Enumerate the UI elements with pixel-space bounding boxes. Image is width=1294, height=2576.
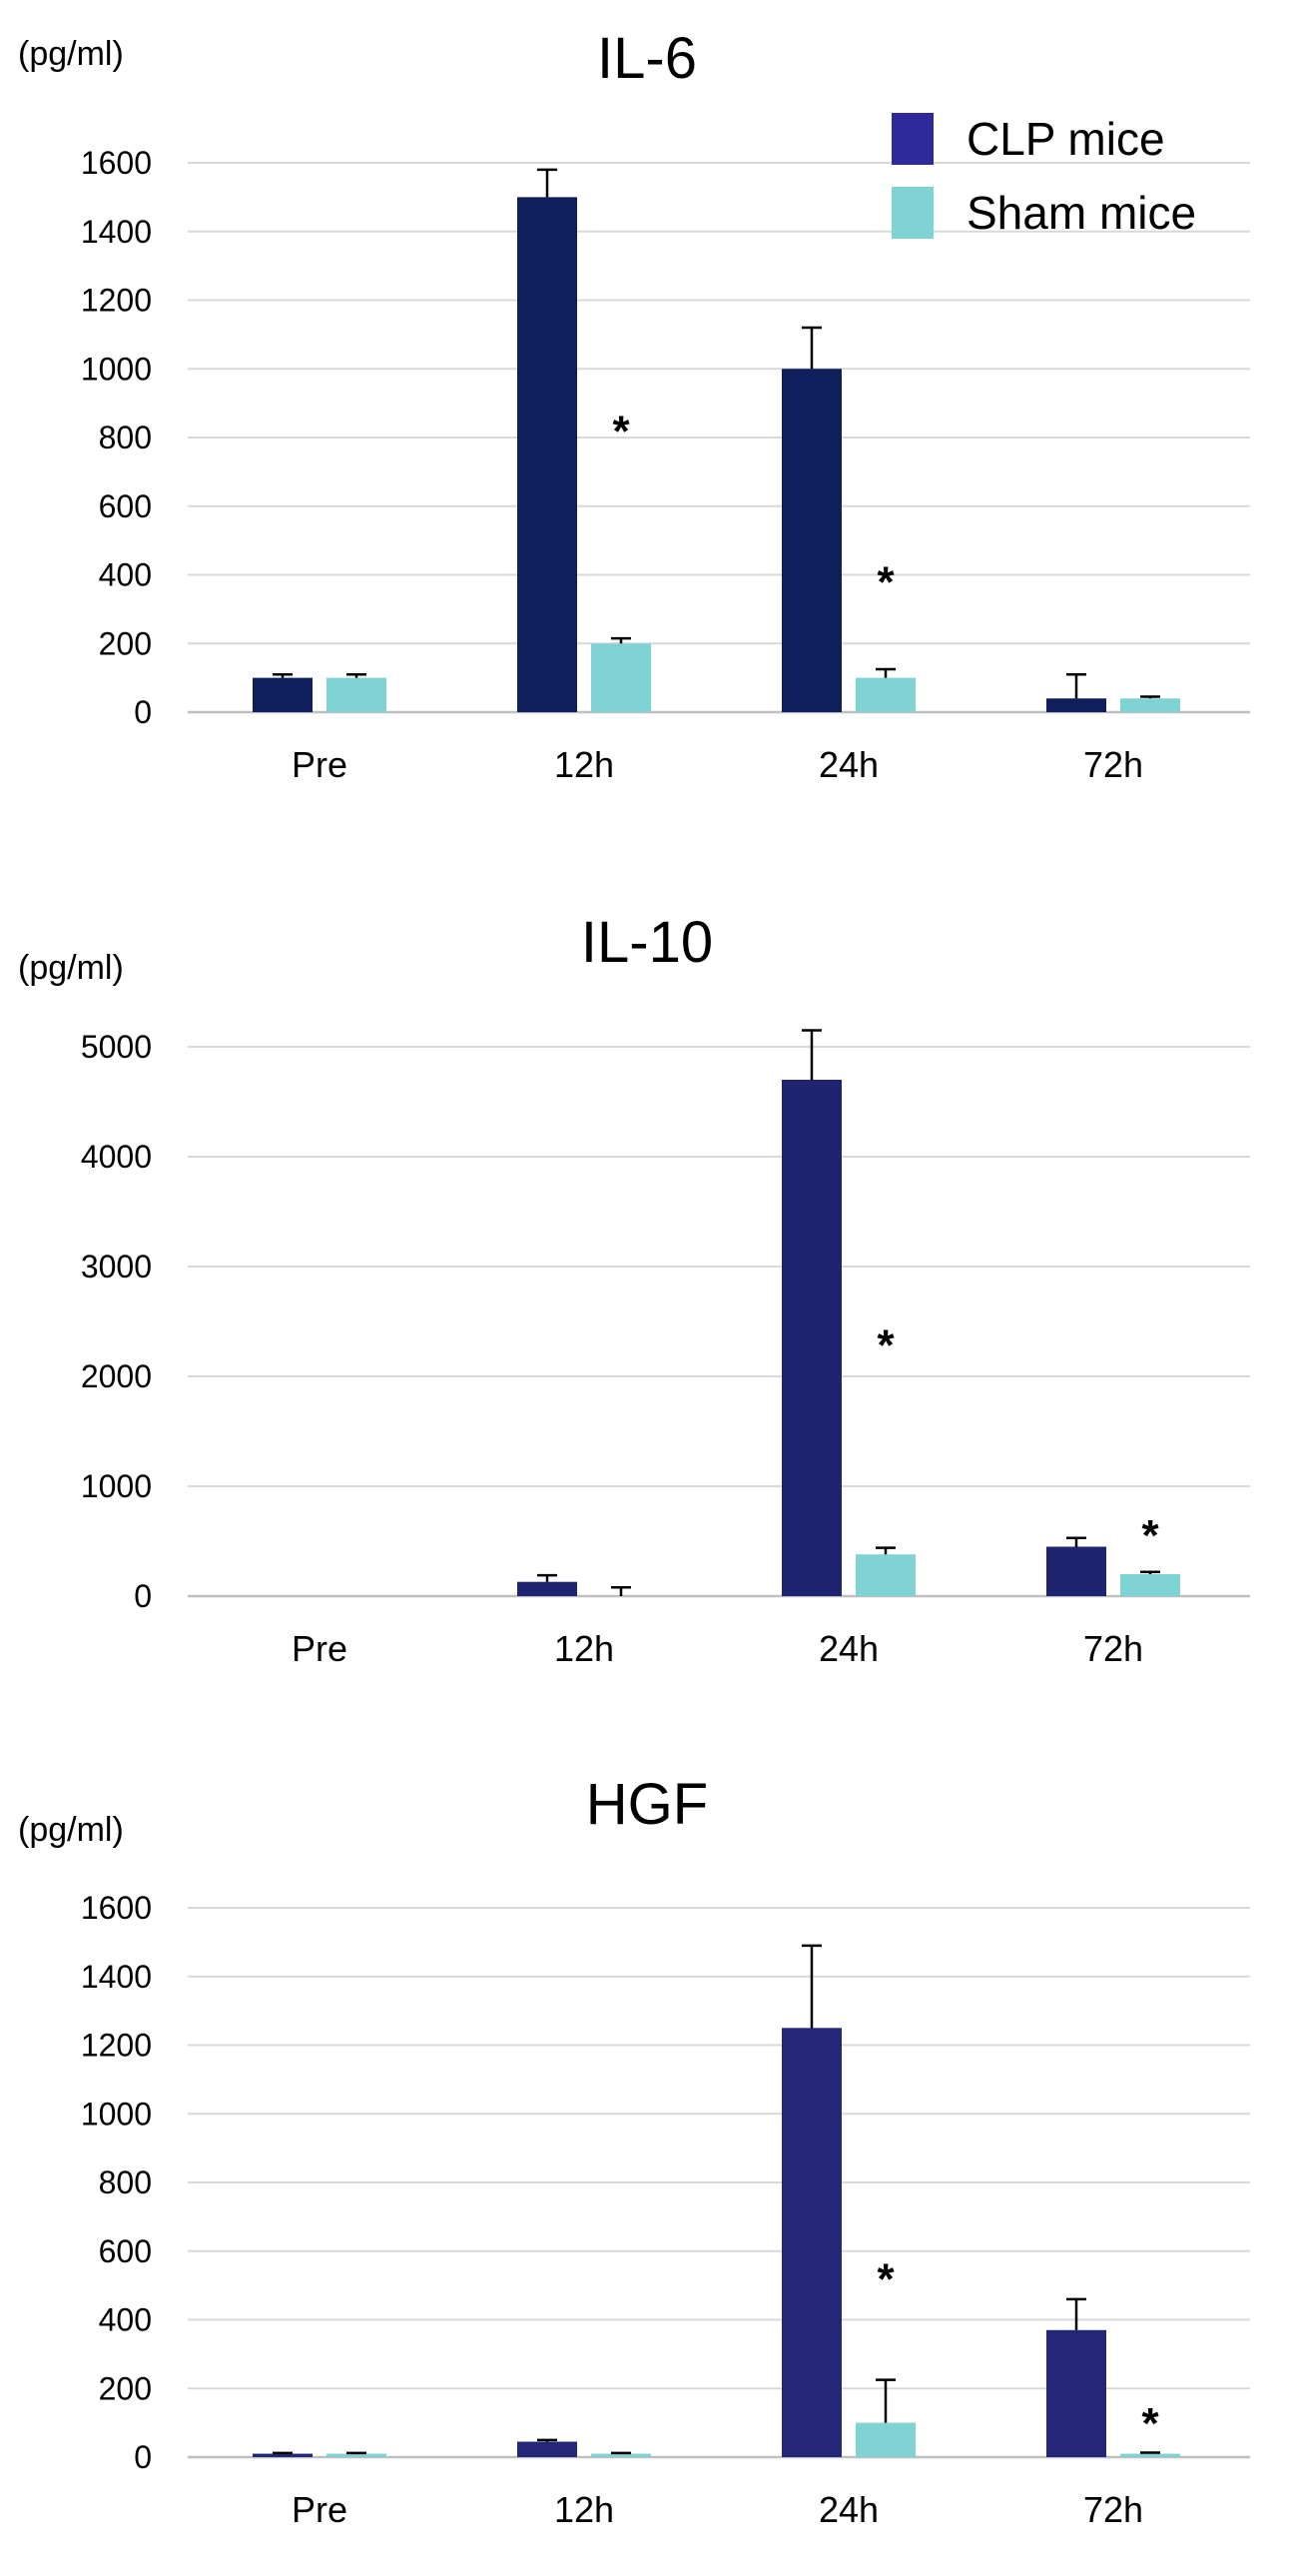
panel3-significance-marker: * <box>877 2254 895 2303</box>
panel2-y-tick-label: 3000 <box>81 1249 152 1285</box>
panel2-significance-marker: * <box>1141 1511 1159 1560</box>
panel1-y-tick-label: 1600 <box>81 145 152 181</box>
panel1-y-tick-label: 1000 <box>81 351 152 387</box>
panel1-significance-marker: * <box>877 558 895 607</box>
panel1-y-tick-label: 200 <box>99 625 152 661</box>
panel1-sham-bar-12h <box>591 643 651 712</box>
panel2-y-tick-label: 1000 <box>81 1468 152 1504</box>
panel2-x-tick-label: 12h <box>554 1628 614 1669</box>
panel1-sham-bar-24h <box>856 677 916 712</box>
panel3-x-tick-label: 72h <box>1083 2489 1143 2530</box>
panel2-y-tick-label: 0 <box>134 1578 152 1614</box>
panel3-y-tick-label: 400 <box>99 2302 152 2338</box>
panel3-x-tick-label: 24h <box>819 2489 879 2530</box>
panel2-clp-bar-72h <box>1046 1546 1106 1596</box>
panel1-x-tick-label: 24h <box>819 744 879 785</box>
panel3-x-tick-label: 12h <box>554 2489 614 2530</box>
panel1-clp-bar-72h <box>1046 698 1106 712</box>
legend-swatch-sham <box>892 187 934 239</box>
panel3-y-tick-label: 800 <box>99 2164 152 2200</box>
panel2-x-tick-label: 24h <box>819 1628 879 1669</box>
panel1-significance-marker: * <box>612 407 630 455</box>
panel2-y-tick-label: 2000 <box>81 1358 152 1394</box>
legend-swatch-clp <box>892 113 934 165</box>
legend-label-clp: CLP mice <box>967 113 1165 165</box>
panel1-sham-bar-pre <box>326 677 386 712</box>
panel2-sham-bar-24h <box>856 1554 916 1596</box>
panel2-x-tick-label: Pre <box>292 1628 347 1669</box>
panel1-y-tick-label: 0 <box>134 694 152 730</box>
panel1-clp-bar-12h <box>517 197 577 712</box>
panel1-y-tick-label: 400 <box>99 557 152 593</box>
panel3-y-tick-label: 200 <box>99 2370 152 2406</box>
panel3-y-tick-label: 1200 <box>81 2028 152 2064</box>
panel3-clp-bar-24h <box>782 2028 842 2457</box>
panel1-x-tick-label: 72h <box>1083 744 1143 785</box>
panel1-y-tick-label: 800 <box>99 420 152 455</box>
panel1-y-tick-label: 1200 <box>81 283 152 319</box>
panel3-sham-bar-72h <box>1120 2453 1180 2457</box>
panel3-y-tick-label: 0 <box>134 2439 152 2475</box>
panel1-title: IL-6 <box>597 26 697 91</box>
legend-label-sham: Sham mice <box>967 187 1196 239</box>
panel3-clp-bar-pre <box>253 2453 313 2457</box>
panel3-clp-bar-12h <box>517 2441 577 2457</box>
panel2-clp-bar-12h <box>517 1581 577 1596</box>
panel1-x-tick-label: Pre <box>292 744 347 785</box>
panel2-significance-marker: * <box>877 1321 895 1370</box>
panel3-sham-bar-12h <box>591 2453 651 2457</box>
panel1-y-unit-label: (pg/ml) <box>18 35 124 73</box>
panel3-y-tick-label: 600 <box>99 2233 152 2269</box>
legend: CLP mice Sham mice <box>892 113 1196 239</box>
panel3-significance-marker: * <box>1141 2399 1159 2448</box>
panel1-y-tick-label: 600 <box>99 488 152 524</box>
panel1-clp-bar-pre <box>253 677 313 712</box>
panel2-title: IL-10 <box>581 910 713 975</box>
panel3-y-tick-label: 1400 <box>81 1959 152 1995</box>
panel2-y-tick-label: 5000 <box>81 1029 152 1065</box>
panel3-y-tick-label: 1000 <box>81 2096 152 2132</box>
panel3-clp-bar-72h <box>1046 2329 1106 2457</box>
panel1-x-tick-label: 12h <box>554 744 614 785</box>
panel1-clp-bar-24h <box>782 369 842 712</box>
panel3-y-tick-label: 1600 <box>81 1890 152 1926</box>
panel3-x-tick-label: Pre <box>292 2489 347 2530</box>
panel2-sham-bar-72h <box>1120 1574 1180 1596</box>
panel3-y-unit-label: (pg/ml) <box>18 1811 124 1849</box>
panel2-clp-bar-24h <box>782 1080 842 1596</box>
panel2-y-unit-label: (pg/ml) <box>18 949 124 987</box>
panel1-y-tick-label: 1400 <box>81 214 152 250</box>
panel2-y-tick-label: 4000 <box>81 1139 152 1175</box>
panel3-title: HGF <box>586 1772 708 1837</box>
panel2-x-tick-label: 72h <box>1083 1628 1143 1669</box>
panel3-sham-bar-pre <box>326 2453 386 2457</box>
panel3-sham-bar-24h <box>856 2422 916 2457</box>
panel1-sham-bar-72h <box>1120 698 1180 712</box>
